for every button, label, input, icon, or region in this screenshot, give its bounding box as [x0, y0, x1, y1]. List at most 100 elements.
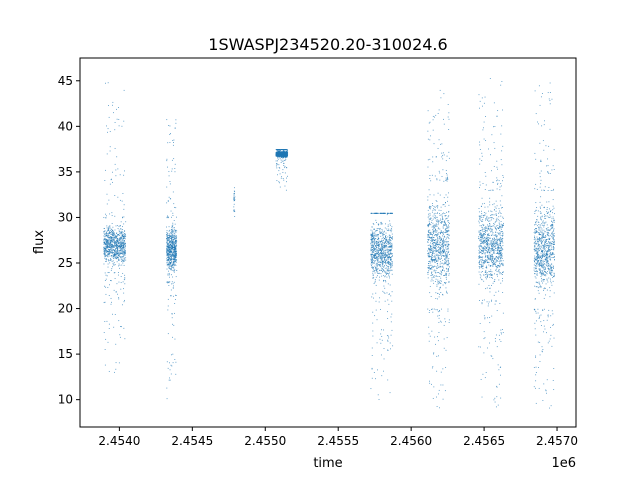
data-point	[378, 224, 379, 226]
data-point	[500, 260, 502, 262]
data-point	[429, 248, 431, 250]
data-point	[116, 247, 117, 249]
data-point	[175, 238, 177, 240]
data-point	[443, 118, 444, 120]
data-point	[432, 222, 434, 224]
data-point	[430, 242, 431, 244]
data-point	[108, 240, 110, 242]
data-point	[166, 261, 168, 263]
data-point	[443, 249, 445, 251]
data-point	[385, 241, 387, 243]
data-point	[497, 224, 499, 226]
data-point	[446, 226, 448, 228]
data-point	[442, 169, 444, 171]
data-point	[123, 238, 124, 240]
data-point	[430, 245, 432, 247]
data-point	[282, 151, 284, 153]
data-point	[381, 244, 383, 246]
data-point	[494, 279, 496, 281]
data-point	[283, 150, 285, 152]
data-point	[123, 208, 125, 210]
data-point	[281, 176, 283, 178]
data-point	[382, 246, 384, 248]
data-point	[375, 230, 377, 231]
data-point	[492, 239, 494, 241]
data-point	[283, 153, 285, 155]
data-point	[443, 123, 445, 125]
data-point	[495, 207, 497, 209]
data-point	[119, 252, 121, 254]
data-point	[486, 259, 488, 261]
data-point	[440, 252, 442, 254]
data-point	[114, 255, 116, 257]
data-point	[381, 257, 383, 259]
data-point	[501, 257, 503, 259]
data-point	[497, 218, 499, 220]
data-point	[479, 217, 481, 219]
data-point	[483, 274, 485, 276]
data-point	[111, 251, 113, 253]
data-point	[107, 246, 108, 248]
data-point	[448, 227, 450, 229]
data-point	[122, 253, 124, 255]
data-point	[233, 199, 235, 200]
data-point	[381, 228, 383, 230]
data-point	[486, 261, 488, 263]
data-point	[496, 220, 498, 222]
data-point	[118, 238, 120, 240]
data-point	[278, 181, 280, 183]
data-point	[483, 231, 485, 232]
data-point	[121, 243, 123, 244]
data-point	[111, 246, 113, 247]
data-point	[117, 234, 119, 236]
data-point	[487, 317, 488, 319]
data-point	[171, 244, 173, 246]
data-point	[442, 240, 443, 242]
data-point	[431, 273, 432, 275]
data-point	[391, 247, 393, 249]
data-point	[437, 258, 439, 260]
data-point	[389, 257, 391, 259]
data-point	[115, 291, 117, 293]
data-point	[483, 234, 485, 236]
data-point	[381, 245, 383, 247]
data-point	[500, 250, 502, 252]
data-point	[441, 176, 443, 177]
data-point	[371, 226, 373, 228]
data-point	[110, 241, 112, 243]
data-point	[381, 255, 383, 257]
data-point	[501, 230, 503, 232]
data-point	[390, 348, 391, 350]
data-point	[495, 240, 497, 242]
data-point	[492, 277, 493, 279]
data-point	[498, 266, 500, 268]
data-point	[481, 396, 483, 398]
data-point	[427, 242, 429, 243]
data-point	[122, 226, 123, 228]
data-point	[382, 252, 384, 254]
data-point	[433, 228, 435, 230]
data-point	[383, 237, 385, 239]
data-point	[431, 203, 433, 204]
data-point	[443, 255, 445, 257]
data-point	[501, 241, 503, 242]
data-point	[373, 248, 375, 250]
data-point	[433, 217, 435, 219]
data-point	[123, 204, 125, 206]
data-point	[376, 266, 378, 268]
data-point	[121, 264, 123, 266]
data-point	[442, 239, 444, 241]
data-point	[428, 224, 430, 226]
data-point	[107, 245, 109, 247]
data-point	[111, 231, 112, 233]
data-point	[166, 257, 168, 259]
data-point	[439, 245, 441, 246]
data-point	[175, 236, 177, 238]
data-point	[491, 189, 493, 191]
data-point	[175, 260, 177, 262]
data-point	[282, 156, 284, 158]
data-point	[427, 224, 429, 226]
data-point	[500, 263, 502, 265]
data-point	[496, 180, 497, 182]
data-point	[168, 264, 170, 266]
